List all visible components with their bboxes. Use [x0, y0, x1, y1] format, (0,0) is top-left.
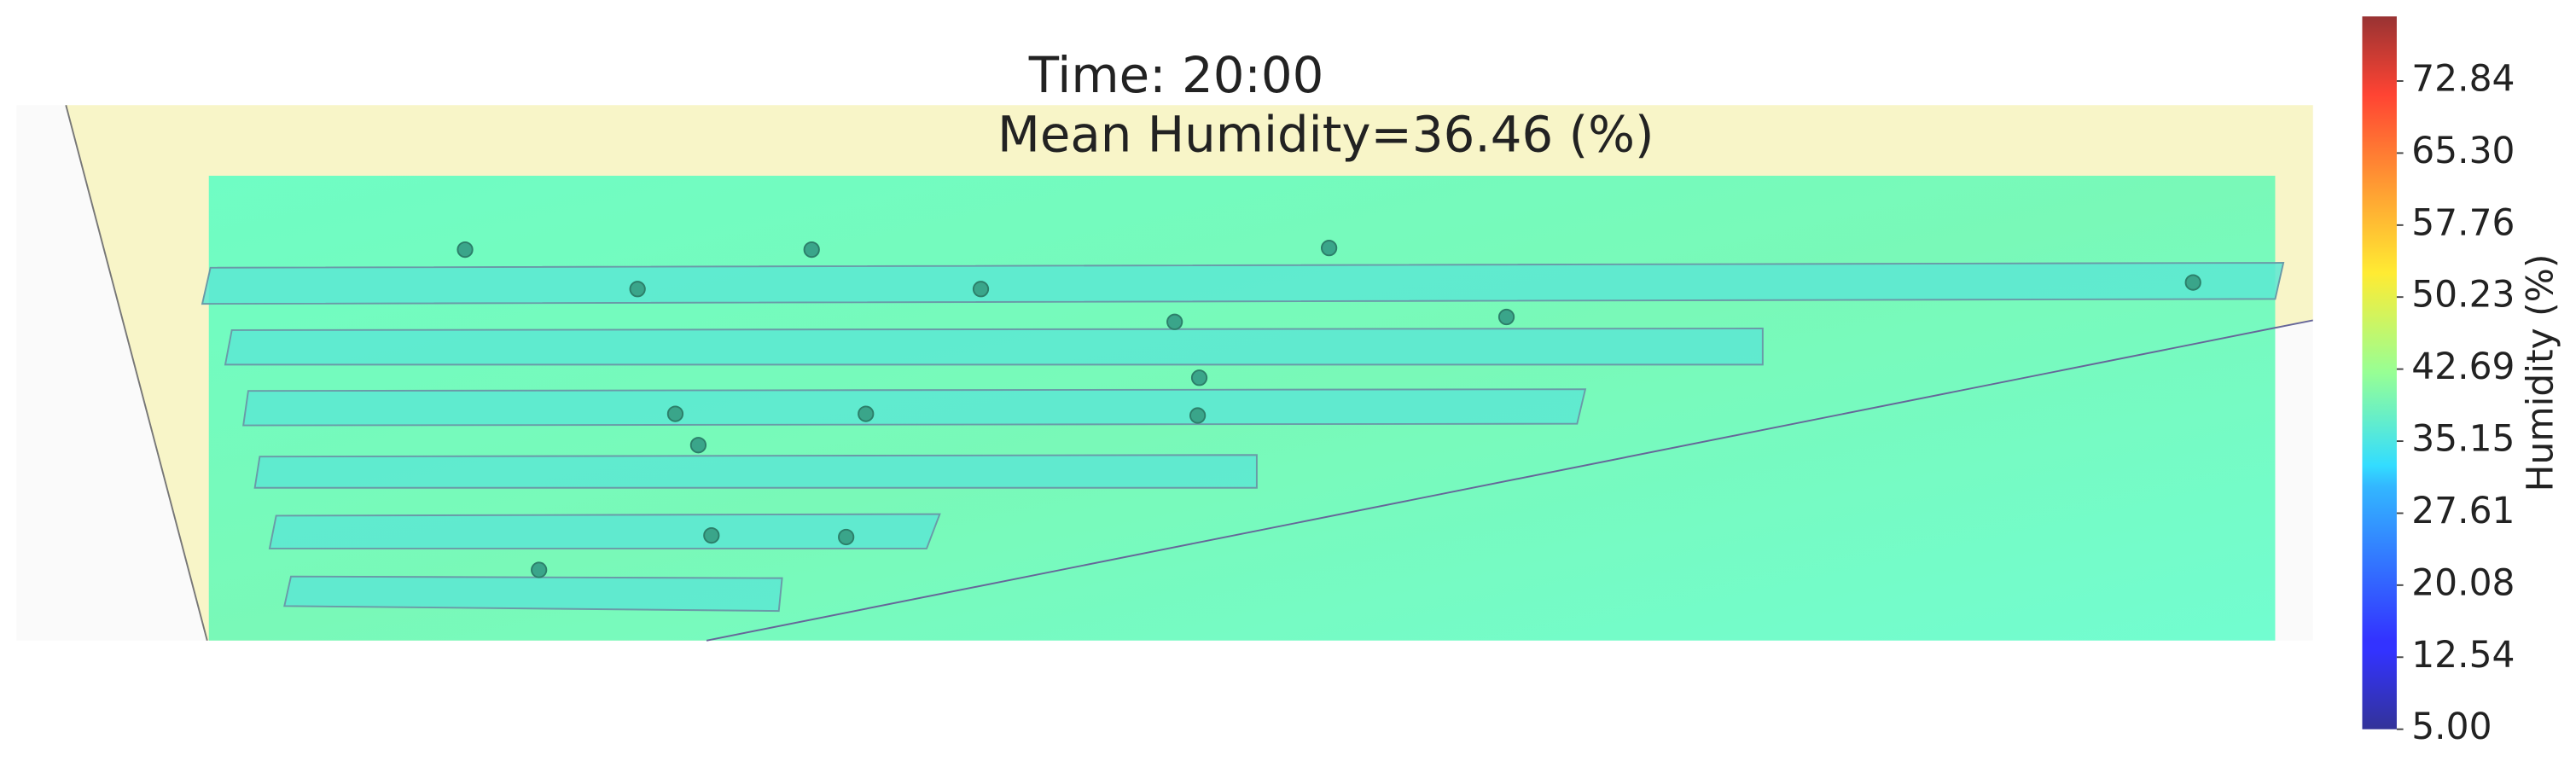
colorbar: [2362, 16, 2397, 729]
colorbar-label: Humidity (%): [2520, 254, 2561, 492]
sensor: [629, 281, 646, 298]
sensor: [972, 281, 990, 298]
sensor: [2184, 274, 2201, 291]
shelf: [283, 575, 783, 613]
chart-title: Time: 20:00: [1028, 46, 1324, 104]
shelf: [224, 328, 1764, 366]
sensor: [1189, 407, 1207, 424]
sensor: [838, 528, 855, 546]
shelf: [201, 262, 2285, 305]
colorbar-tick-label: 50.23: [2411, 274, 2515, 316]
colorbar-tick-label: 20.08: [2411, 561, 2515, 603]
wall: [706, 319, 2313, 642]
colorbar-tick-label: 42.69: [2411, 346, 2515, 387]
colorbar-tick-label: 12.54: [2411, 634, 2515, 676]
colorbar-tick-label: 65.30: [2411, 130, 2515, 171]
sensor: [689, 437, 707, 454]
shelf: [253, 454, 1258, 489]
sensor: [1166, 313, 1183, 330]
chart-subtitle: Mean Humidity=36.46 (%): [997, 105, 1654, 163]
colorbar-tick-label: 72.84: [2411, 57, 2515, 99]
sensor: [456, 241, 474, 259]
shelf: [268, 513, 941, 549]
colorbar-tick-label: 57.76: [2411, 201, 2515, 243]
colorbar-tick-label: 27.61: [2411, 490, 2515, 532]
shelf: [242, 388, 1587, 427]
sensor: [666, 405, 684, 422]
sensor: [1497, 308, 1515, 326]
sensor: [1190, 369, 1208, 386]
colorbar-tick-label: 35.15: [2411, 418, 2515, 460]
sensor: [858, 405, 875, 422]
sensor: [803, 241, 820, 259]
floor-plan: [16, 104, 2313, 642]
sensor: [531, 561, 548, 578]
sensor: [1321, 240, 1338, 257]
wall: [65, 104, 208, 642]
colorbar-tick-label: 5.00: [2411, 706, 2492, 747]
sensors: [456, 240, 2201, 578]
sensor: [703, 526, 720, 544]
shelves: [201, 262, 2285, 613]
